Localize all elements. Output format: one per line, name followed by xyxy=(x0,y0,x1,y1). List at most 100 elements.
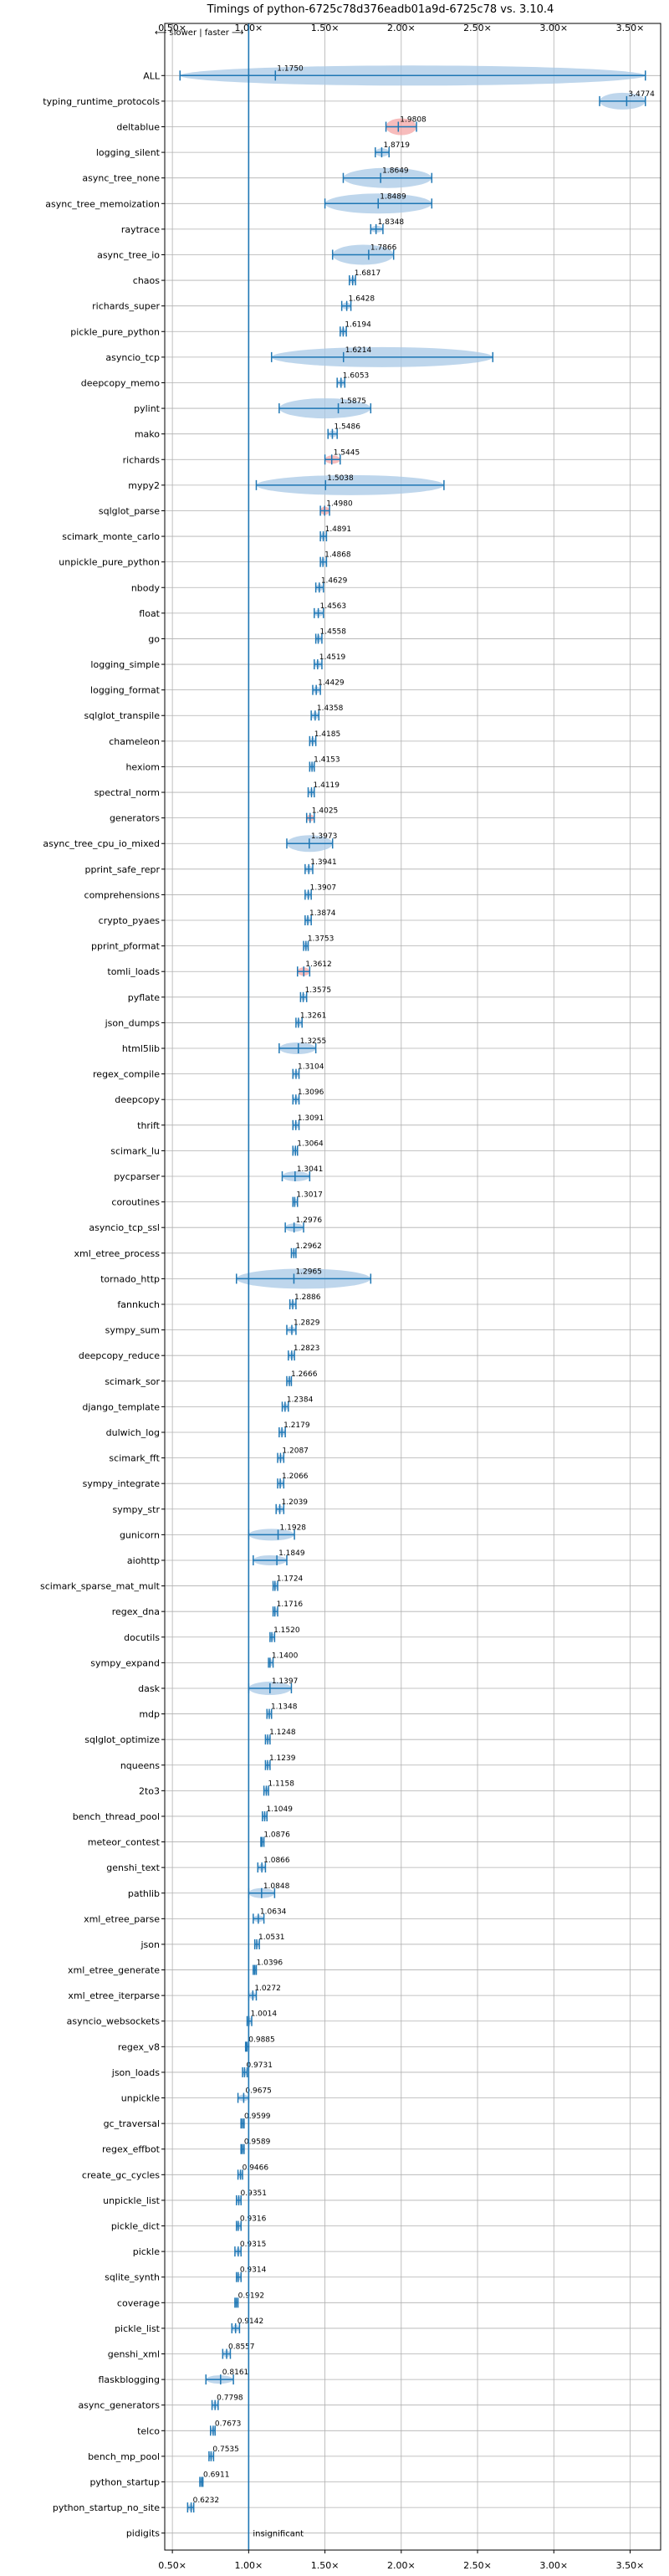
benchmark-label-nqueens: nqueens xyxy=(120,1760,160,1771)
value-label-coverage: 0.9192 xyxy=(238,2292,265,2300)
benchmark-label-float: float xyxy=(139,608,160,619)
value-label-regex_effbot: 0.9589 xyxy=(244,2138,271,2147)
benchmark-label-deepcopy_memo: deepcopy_memo xyxy=(81,377,160,388)
value-label-mdp: 1.1348 xyxy=(271,1703,298,1712)
benchmark-label-scimark_lu: scimark_lu xyxy=(110,1145,160,1156)
benchmark-label-go: go xyxy=(148,633,160,644)
value-label-bench_mp_pool: 0.7535 xyxy=(212,2445,239,2454)
value-label-django_template: 1.2384 xyxy=(287,1396,314,1404)
benchmark-label-xml_etree_process: xml_etree_process xyxy=(74,1248,161,1259)
value-label-thrift: 1.3091 xyxy=(298,1114,324,1123)
value-label-xml_etree_generate: 1.0396 xyxy=(257,1959,283,1968)
benchmark-label-json: json xyxy=(140,1939,161,1950)
benchmark-label-pickle_pure_python: pickle_pure_python xyxy=(70,326,160,337)
value-label-typing_runtime_protocols: 3.4774 xyxy=(628,90,655,99)
value-label-richards_super: 1.6428 xyxy=(349,295,375,304)
value-label-telco: 0.7673 xyxy=(215,2420,242,2428)
benchmark-label-async_tree_none: async_tree_none xyxy=(82,173,160,184)
benchmark-label-deltablue: deltablue xyxy=(116,121,160,132)
value-label-pathlib: 1.0848 xyxy=(263,1882,290,1891)
value-label-nbody: 1.4629 xyxy=(321,576,348,585)
value-label-asyncio_tcp_ssl: 1.2976 xyxy=(296,1216,323,1225)
plot-frame xyxy=(164,23,661,2551)
benchmark-label-tomli_loads: tomli_loads xyxy=(107,966,160,977)
x-tick-label-bottom-3: 2.00× xyxy=(387,2560,416,2571)
benchmark-label-dulwich_log: dulwich_log xyxy=(106,1427,160,1438)
value-label-sympy_expand: 1.1400 xyxy=(272,1652,299,1660)
benchmark-label-spectral_norm: spectral_norm xyxy=(94,787,160,798)
value-label-sqlglot_transpile: 1.4358 xyxy=(317,704,344,713)
benchmark-label-dask: dask xyxy=(138,1683,160,1694)
benchmark-label-comprehensions: comprehensions xyxy=(84,889,161,900)
chart-title: Timings of python-6725c78d376eadb01a9d-6… xyxy=(207,3,554,16)
value-label-scimark_monte_carlo: 1.4891 xyxy=(325,525,352,534)
benchmark-label-xml_etree_iterparse: xml_etree_iterparse xyxy=(68,1990,160,2001)
value-label-asyncio_websockets: 1.0014 xyxy=(251,2010,278,2019)
benchmark-label-pickle_list: pickle_list xyxy=(115,2323,161,2334)
value-label-chaos: 1.6817 xyxy=(355,269,381,278)
value-label-xml_etree_parse: 1.0634 xyxy=(260,1908,287,1916)
benchmark-label-genshi_text: genshi_text xyxy=(106,1862,160,1873)
benchmark-label-meteor_contest: meteor_contest xyxy=(88,1837,161,1848)
value-label-sympy_str: 1.2039 xyxy=(282,1498,309,1507)
benchmark-label-scimark_sor: scimark_sor xyxy=(105,1376,160,1387)
benchmark-label-deepcopy: deepcopy xyxy=(115,1094,160,1105)
benchmark-label-mako: mako xyxy=(135,429,160,440)
value-label-xml_etree_iterparse: 1.0272 xyxy=(254,1984,281,1993)
benchmark-label-scimark_fft: scimark_fft xyxy=(109,1453,160,1464)
benchmark-label-pyflate: pyflate xyxy=(128,992,160,1003)
value-label-genshi_text: 1.0866 xyxy=(263,1856,290,1865)
benchmark-label-sympy_expand: sympy_expand xyxy=(90,1657,160,1668)
x-tick-label-bottom-0: 0.50× xyxy=(158,2560,186,2571)
benchmark-label-2to3: 2to3 xyxy=(139,1785,160,1796)
value-label-python_startup_no_site: 0.6232 xyxy=(193,2497,220,2505)
value-label-flaskblogging: 0.8161 xyxy=(222,2369,249,2377)
benchmark-label-asyncio_tcp: asyncio_tcp xyxy=(105,352,160,363)
value-label-mypy2: 1.5038 xyxy=(327,474,354,483)
benchmark-label-pathlib: pathlib xyxy=(128,1888,160,1899)
benchmark-label-richards: richards xyxy=(123,454,161,465)
benchmark-label-tornado_http: tornado_http xyxy=(100,1273,160,1284)
benchmark-label-pprint_safe_repr: pprint_safe_repr xyxy=(85,864,161,875)
value-label-gunicorn: 1.1928 xyxy=(280,1524,307,1532)
benchmark-label-scimark_monte_carlo: scimark_monte_carlo xyxy=(62,531,160,542)
benchmark-label-json_loads: json_loads xyxy=(111,2067,160,2078)
value-label-json_loads: 0.9731 xyxy=(246,2061,273,2070)
value-label-gc_traversal: 0.9599 xyxy=(244,2113,271,2121)
value-label-pprint_pformat: 1.3753 xyxy=(308,935,334,944)
value-label-scimark_fft: 1.2087 xyxy=(282,1447,309,1456)
value-label-2to3: 1.1158 xyxy=(268,1780,294,1788)
value-label-mako: 1.5486 xyxy=(334,423,360,432)
benchmark-label-django_template: django_template xyxy=(82,1401,160,1412)
value-label-json: 1.0531 xyxy=(258,1933,285,1942)
value-label-async_tree_none: 1.8649 xyxy=(382,167,409,176)
value-label-create_gc_cycles: 0.9466 xyxy=(243,2164,269,2172)
benchmark-label-mdp: mdp xyxy=(139,1709,160,1720)
benchmark-label-chaos: chaos xyxy=(133,275,160,286)
value-label-go: 1.4558 xyxy=(320,627,347,636)
benchmark-label-typing_runtime_protocols: typing_runtime_protocols xyxy=(43,96,160,107)
value-label-sympy_integrate: 1.2066 xyxy=(282,1472,309,1481)
value-label-pickle_dict: 0.9316 xyxy=(240,2215,267,2224)
benchmark-label-async_tree_memoization: async_tree_memoization xyxy=(45,198,160,209)
value-label-ALL: 1.1750 xyxy=(277,64,304,73)
benchmark-label-sympy_sum: sympy_sum xyxy=(105,1325,160,1336)
x-tick-label-bottom-6: 3.50× xyxy=(616,2560,645,2571)
value-label-deepcopy_memo: 1.6053 xyxy=(343,371,370,380)
benchmark-label-sympy_str: sympy_str xyxy=(112,1504,160,1515)
benchmark-labels: ALL typing_runtime_protocols deltablue logg… xyxy=(40,70,165,2539)
value-label-html5lib: 1.3255 xyxy=(300,1037,327,1046)
value-label-logging_silent: 1.8719 xyxy=(383,141,410,150)
benchmark-label-ALL: ALL xyxy=(143,70,161,81)
value-label-meteor_contest: 1.0876 xyxy=(263,1831,290,1840)
benchmark-label-pylint: pylint xyxy=(134,403,161,414)
benchmark-label-pidigits: pidigits xyxy=(126,2528,160,2539)
benchmark-label-raytrace: raytrace xyxy=(121,224,160,235)
benchmark-label-pycparser: pycparser xyxy=(114,1171,160,1182)
value-label-pickle: 0.9315 xyxy=(240,2241,267,2249)
insignificant-label: insignificant xyxy=(253,2530,304,2539)
benchmark-label-unpickle_list: unpickle_list xyxy=(103,2195,161,2206)
value-label-docutils: 1.1520 xyxy=(273,1626,300,1635)
benchmark-label-mypy2: mypy2 xyxy=(128,480,160,491)
